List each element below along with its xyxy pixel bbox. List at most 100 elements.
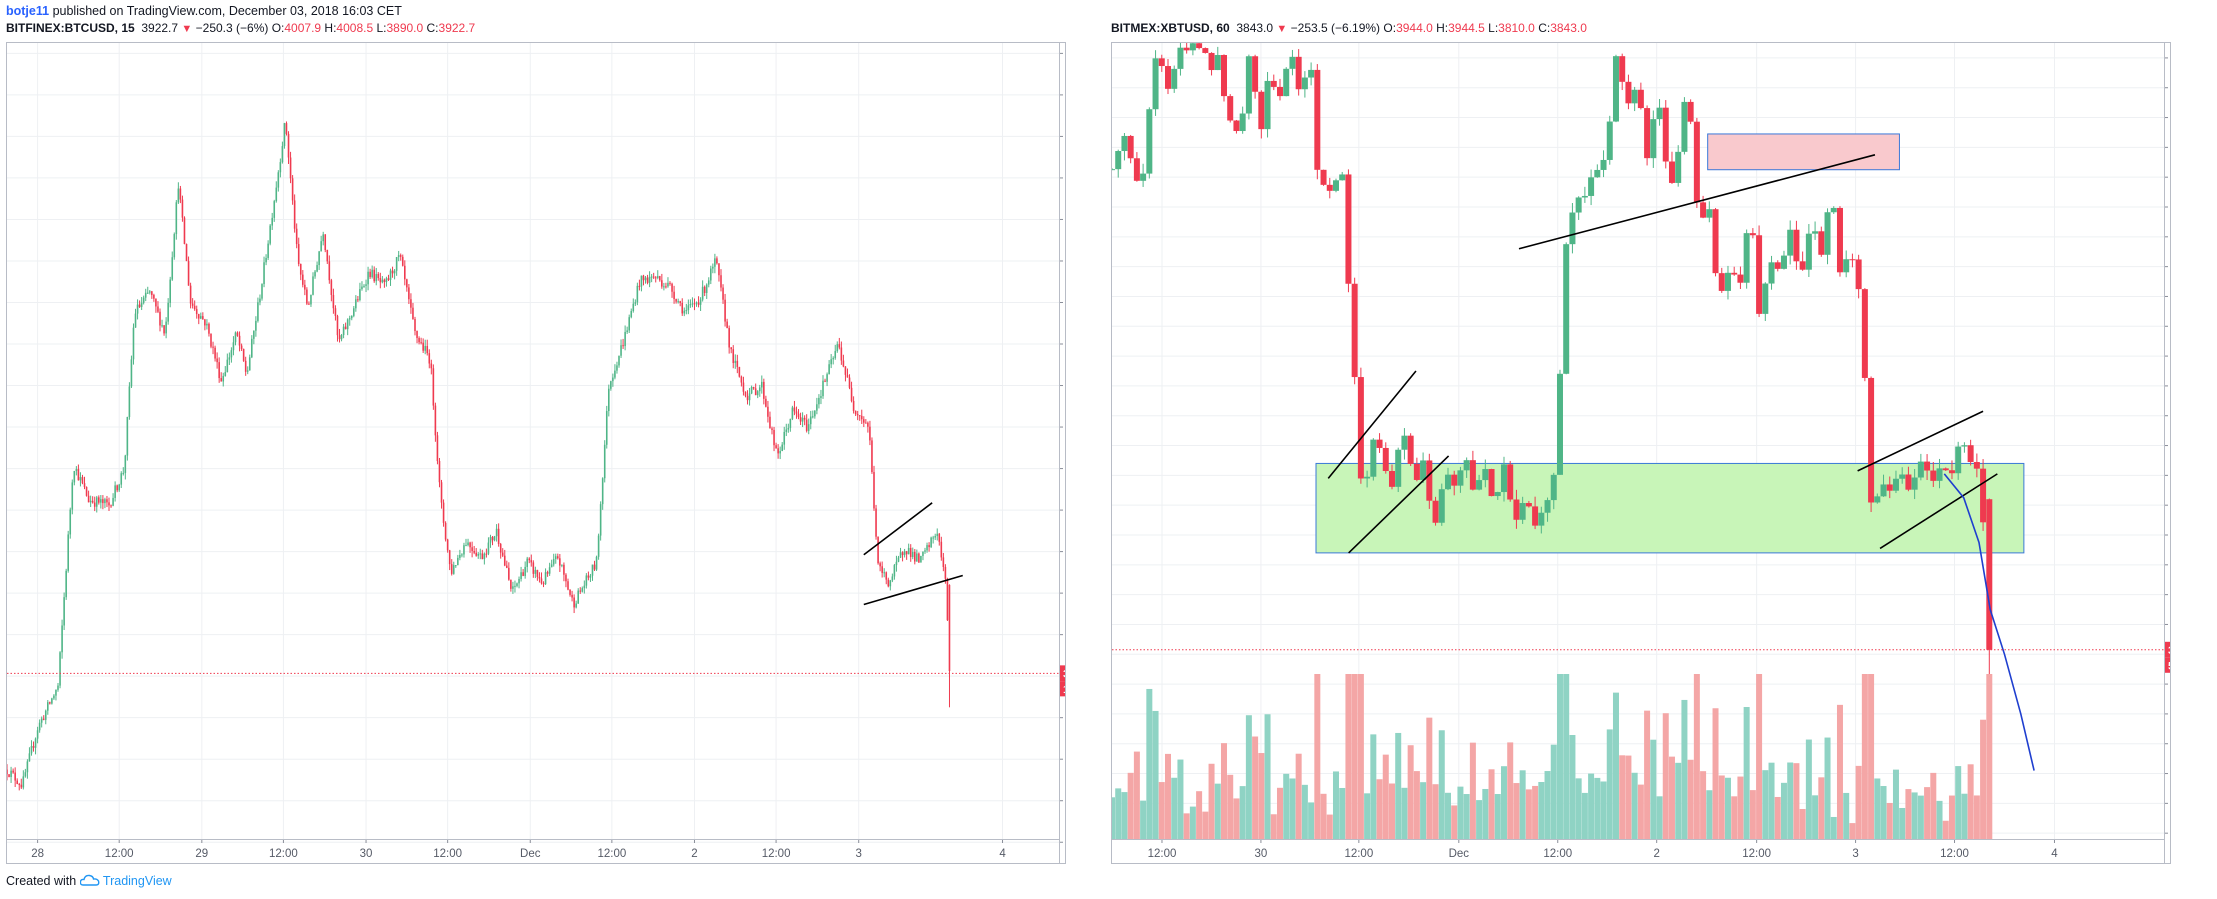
candle-body xyxy=(136,304,139,314)
candle-body xyxy=(308,303,310,305)
candle xyxy=(1855,254,1862,299)
candle-body xyxy=(907,547,910,555)
candle xyxy=(316,261,318,273)
candle-body xyxy=(1295,56,1302,90)
candle-body xyxy=(883,572,885,574)
candle xyxy=(440,479,443,509)
volume-bar xyxy=(1662,713,1669,839)
author-link[interactable]: botje11 xyxy=(6,4,50,18)
right-high: 3944.5 xyxy=(1448,21,1485,35)
candle xyxy=(22,770,25,790)
volume-bar xyxy=(1127,772,1134,839)
candle-body xyxy=(1687,101,1694,122)
candle xyxy=(312,272,314,296)
candle xyxy=(10,766,12,783)
candle xyxy=(65,568,67,600)
candle xyxy=(1245,54,1252,120)
candle-body xyxy=(538,576,541,579)
candle xyxy=(1420,452,1427,483)
candle-body xyxy=(334,308,337,316)
candle-body xyxy=(499,543,502,553)
candle xyxy=(340,333,343,342)
candle-body xyxy=(340,335,343,340)
candle xyxy=(730,346,732,354)
candle-body xyxy=(567,581,569,590)
left-symbol[interactable]: BITFINEX:BTCUSD, 15 xyxy=(6,21,135,35)
volume-bar xyxy=(1656,796,1663,839)
candle-body xyxy=(479,553,482,555)
candle-body xyxy=(1668,161,1675,183)
candle-body xyxy=(524,566,526,576)
candle xyxy=(807,418,810,435)
candle xyxy=(550,559,553,568)
candle-body xyxy=(1376,439,1383,448)
candle xyxy=(106,495,108,508)
candle xyxy=(597,533,600,560)
candle xyxy=(112,493,114,507)
candle xyxy=(883,568,885,578)
volume-bar xyxy=(1818,777,1825,839)
candle xyxy=(14,767,16,788)
candle xyxy=(542,581,545,588)
candle xyxy=(585,573,588,589)
candle xyxy=(326,249,329,265)
candle-body xyxy=(1214,55,1221,71)
candle-body xyxy=(1264,80,1271,130)
candle xyxy=(136,299,139,320)
candle-body xyxy=(614,370,616,378)
candle-body xyxy=(793,407,796,412)
candle xyxy=(214,345,216,362)
right-chart-svg[interactable]: 3720.03740.03760.03780.03800.03820.03840… xyxy=(1112,43,2170,863)
candle-body xyxy=(404,265,406,280)
candle xyxy=(206,319,208,330)
candle xyxy=(367,266,369,291)
left-chart-panel[interactable]: 3760.03800.03840.03880.03920.03960.04000… xyxy=(6,42,1066,864)
volume-bar xyxy=(1220,743,1227,839)
candle-body xyxy=(359,289,361,301)
volume-bar xyxy=(1370,734,1377,839)
candle-body xyxy=(885,572,888,580)
candle-body xyxy=(595,556,598,570)
right-symbol[interactable]: BITMEX:XBTUSD, 60 xyxy=(1111,21,1230,35)
time-tick-label: 12:00 xyxy=(1344,848,1373,860)
candle-body xyxy=(1171,68,1178,89)
volume-bar xyxy=(1295,753,1302,839)
candle xyxy=(909,544,912,562)
volume-bar xyxy=(1364,793,1371,839)
candle-body xyxy=(569,589,571,595)
candle-body xyxy=(1874,496,1881,503)
candle xyxy=(355,295,357,312)
candle-body xyxy=(497,528,500,544)
candle-body xyxy=(1401,435,1408,450)
volume-bar xyxy=(1563,674,1570,839)
candle-body xyxy=(754,388,757,396)
candle xyxy=(1706,201,1713,223)
volume-bar xyxy=(1693,674,1700,839)
right-low: 3810.0 xyxy=(1498,21,1535,35)
candle xyxy=(818,394,820,409)
candle-body xyxy=(487,542,490,554)
candle-body xyxy=(650,276,653,278)
candle xyxy=(77,464,80,481)
candle xyxy=(1762,282,1769,321)
candle xyxy=(240,343,243,352)
left-chart-svg[interactable]: 3760.03800.03840.03880.03920.03960.04000… xyxy=(7,43,1065,863)
candle xyxy=(893,563,896,580)
volume-bar xyxy=(1345,674,1352,839)
candle-body xyxy=(424,345,426,351)
candle-body xyxy=(1544,500,1551,513)
candle xyxy=(424,339,426,355)
candle-body xyxy=(238,335,241,346)
candle-body xyxy=(95,497,98,507)
candle xyxy=(1986,498,1993,699)
candle-body xyxy=(1656,107,1663,120)
candle xyxy=(734,354,737,369)
candle-body xyxy=(195,309,198,315)
candle xyxy=(149,290,151,295)
right-chart-panel[interactable]: 3720.03740.03760.03780.03800.03820.03840… xyxy=(1111,42,2171,864)
candle xyxy=(228,352,231,365)
candle-body xyxy=(722,287,724,300)
candle-body xyxy=(1905,474,1912,490)
tradingview-link[interactable]: TradingView xyxy=(102,874,172,888)
candle-body xyxy=(153,294,155,299)
